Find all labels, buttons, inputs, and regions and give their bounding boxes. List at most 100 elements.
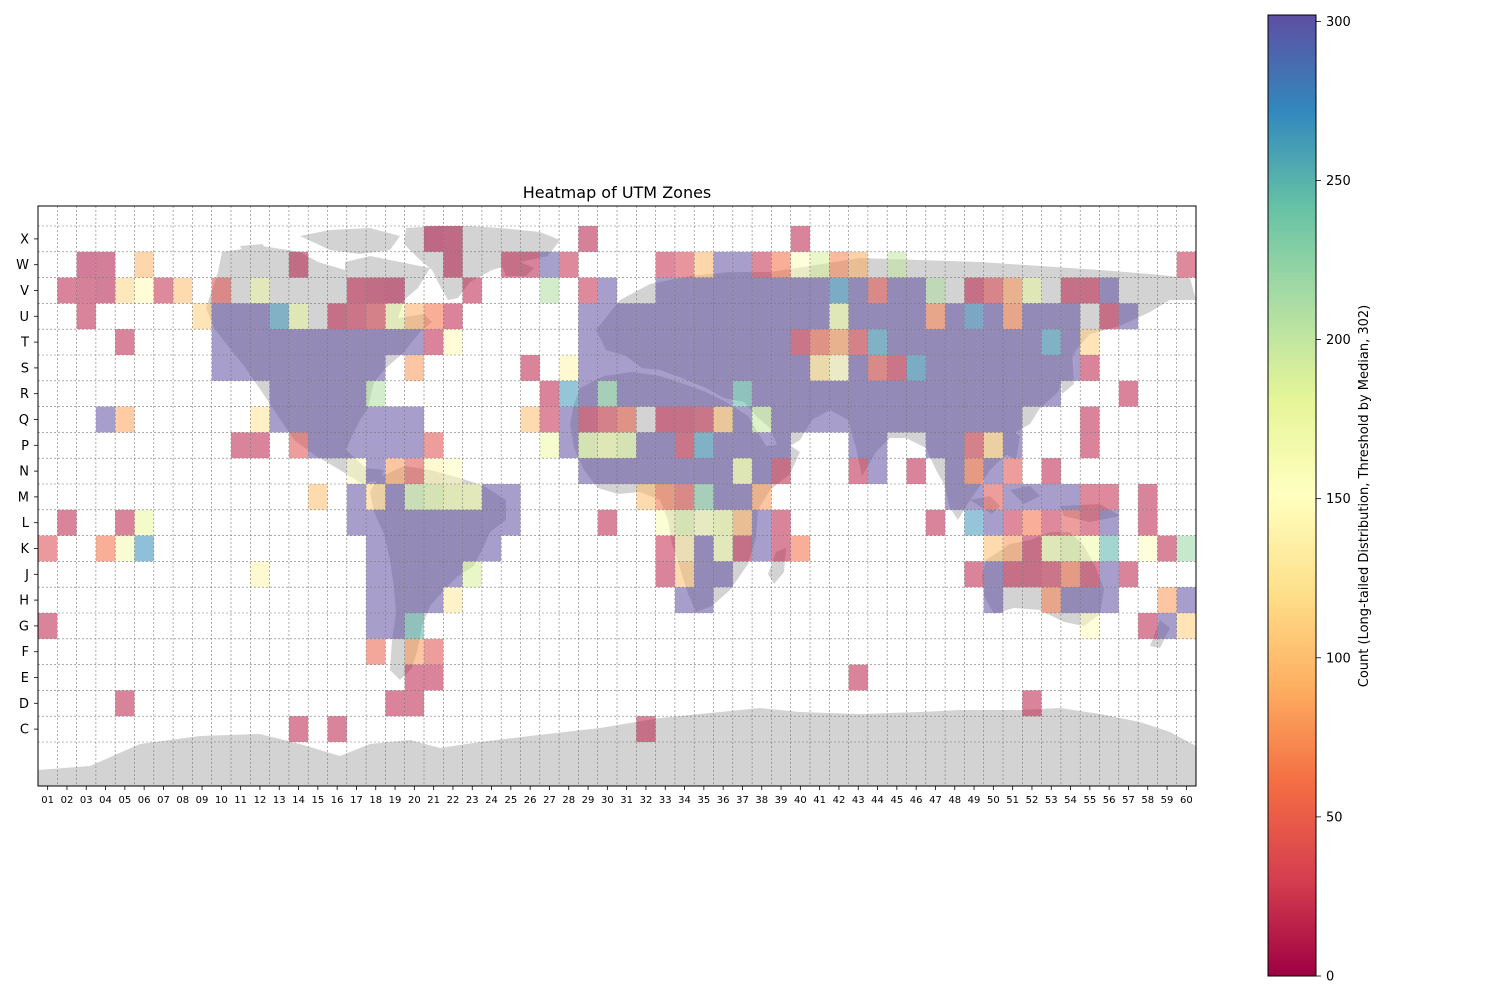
heatmap-cell-34-M (674, 484, 695, 510)
heatmap-cell-52-R (1022, 380, 1042, 407)
heatmap-cell-33-J (655, 561, 675, 588)
heatmap-cell-49-U (964, 303, 984, 330)
heatmap-cell-53-M (1041, 484, 1061, 510)
x-tick-label: 43 (852, 795, 865, 806)
heatmap-cell-37-M (732, 484, 753, 510)
heatmap-cell-19-P (385, 432, 405, 459)
colorbar-tick-label: 200 (1326, 333, 1351, 348)
heatmap-cell-50-R (983, 380, 1003, 407)
colorbar-tick-label: 150 (1326, 492, 1351, 507)
heatmap-cell-37-W (732, 251, 753, 278)
x-tick-label: 46 (910, 795, 923, 806)
x-tick-label: 33 (659, 795, 672, 806)
heatmap-cell-48-M (945, 484, 965, 510)
heatmap-cell-47-U (925, 303, 946, 330)
heatmap-cell-14-W (288, 251, 309, 278)
heatmap-cell-37-P (732, 432, 753, 459)
x-tick-label: 04 (99, 795, 112, 806)
heatmap-cell-19-J (385, 561, 405, 588)
heatmap-cell-50-V (983, 277, 1003, 304)
heatmap-cell-55-Q (1080, 406, 1100, 433)
heatmap-cell-28-Q (559, 406, 579, 433)
x-tick-label: 22 (447, 795, 460, 806)
heatmap-cell-33-V (655, 277, 675, 304)
heatmap-cell-33-T (655, 329, 675, 355)
heatmap-cell-27-W (539, 251, 560, 278)
colorbar-tick-label: 100 (1326, 651, 1351, 666)
x-tick-label: 17 (350, 795, 363, 806)
heatmap-cell-20-Q (404, 406, 424, 433)
x-tick-label: 60 (1180, 795, 1193, 806)
heatmap-cell-17-M (346, 484, 367, 510)
heatmap-cell-20-P (404, 432, 424, 459)
x-tick-label: 42 (833, 795, 846, 806)
x-tick-label: 31 (620, 795, 633, 806)
heatmap-cell-06-V (134, 277, 154, 304)
x-tick-label: 35 (697, 795, 710, 806)
heatmap-cell-60-G (1176, 613, 1196, 639)
heatmap-cell-19-D (385, 690, 405, 717)
heatmap-cell-39-Q (771, 406, 791, 433)
colorbar-tick-label: 0 (1326, 970, 1334, 985)
heatmap-cell-22-K (443, 535, 463, 562)
heatmap-cell-17-S (346, 355, 367, 381)
heatmap-cell-24-M (481, 484, 502, 510)
heatmap-cell-20-U (404, 303, 424, 330)
heatmap-cell-33-M (655, 484, 675, 510)
heatmap-cell-39-L (771, 509, 791, 536)
heatmap-cell-25-W (501, 251, 521, 278)
heatmap-cell-29-S (578, 355, 598, 381)
heatmap-cell-31-R (617, 380, 637, 407)
heatmap-cell-38-V (752, 277, 772, 304)
heatmap-cell-03-W (76, 251, 96, 278)
heatmap-cell-38-W (752, 251, 772, 278)
heatmap-cell-49-N (964, 458, 984, 484)
heatmap-cell-58-L (1138, 509, 1158, 536)
heatmap-cell-47-R (925, 380, 946, 407)
heatmap-cell-26-S (520, 355, 540, 381)
heatmap-cell-52-T (1022, 329, 1042, 355)
grid-lines (38, 206, 1196, 786)
heatmap-cell-46-S (906, 355, 926, 381)
heatmap-cell-43-N (848, 458, 868, 484)
heatmap-cell-08-V (173, 277, 193, 304)
heatmap-cell-20-T (404, 329, 424, 355)
heatmap-cell-54-S (1060, 355, 1081, 381)
heatmap-cell-41-V (810, 277, 830, 304)
heatmap-cell-47-Q (925, 406, 946, 433)
heatmap-cell-31-N (617, 458, 637, 484)
heatmap-cell-39-T (771, 329, 791, 355)
x-tick-label: 41 (813, 795, 826, 806)
heatmap-cell-29-V (578, 277, 598, 304)
heatmap-cell-12-P (250, 432, 270, 459)
heatmap-cell-16-R (327, 380, 347, 407)
heatmap-cell-42-Q (829, 406, 849, 433)
heatmap-cell-02-L (57, 509, 77, 536)
heatmap-cell-32-C (636, 716, 656, 742)
heatmap-cell-56-M (1099, 484, 1119, 510)
heatmap-cell-40-X (790, 226, 810, 252)
heatmap-cell-46-Q (906, 406, 926, 433)
heatmap-cell-50-H (983, 587, 1003, 613)
heatmap-cell-20-N (404, 458, 424, 484)
y-tick-label: X (20, 232, 29, 247)
heatmap-cell-32-M (636, 484, 656, 510)
heatmap-cell-44-N (867, 458, 888, 484)
heatmap-cell-05-V (115, 277, 135, 304)
heatmap-cell-10-S (211, 355, 231, 381)
x-tick-label: 03 (80, 795, 93, 806)
heatmap-cell-16-T (327, 329, 347, 355)
heatmap-cell-35-U (694, 303, 714, 330)
heatmap-cell-31-S (617, 355, 637, 381)
heatmap-cell-14-R (288, 380, 309, 407)
heatmap-cell-41-T (810, 329, 830, 355)
heatmap-cell-54-U (1060, 303, 1081, 330)
heatmap-cell-44-V (867, 277, 888, 304)
heatmap-cell-49-R (964, 380, 984, 407)
heatmap-cell-39-V (771, 277, 791, 304)
heatmap-cell-19-H (385, 587, 405, 613)
heatmap-cell-19-U (385, 303, 405, 330)
heatmap-cell-54-H (1060, 587, 1081, 613)
heatmap-cell-60-H (1176, 587, 1196, 613)
heatmap-cell-51-Q (1003, 406, 1023, 433)
